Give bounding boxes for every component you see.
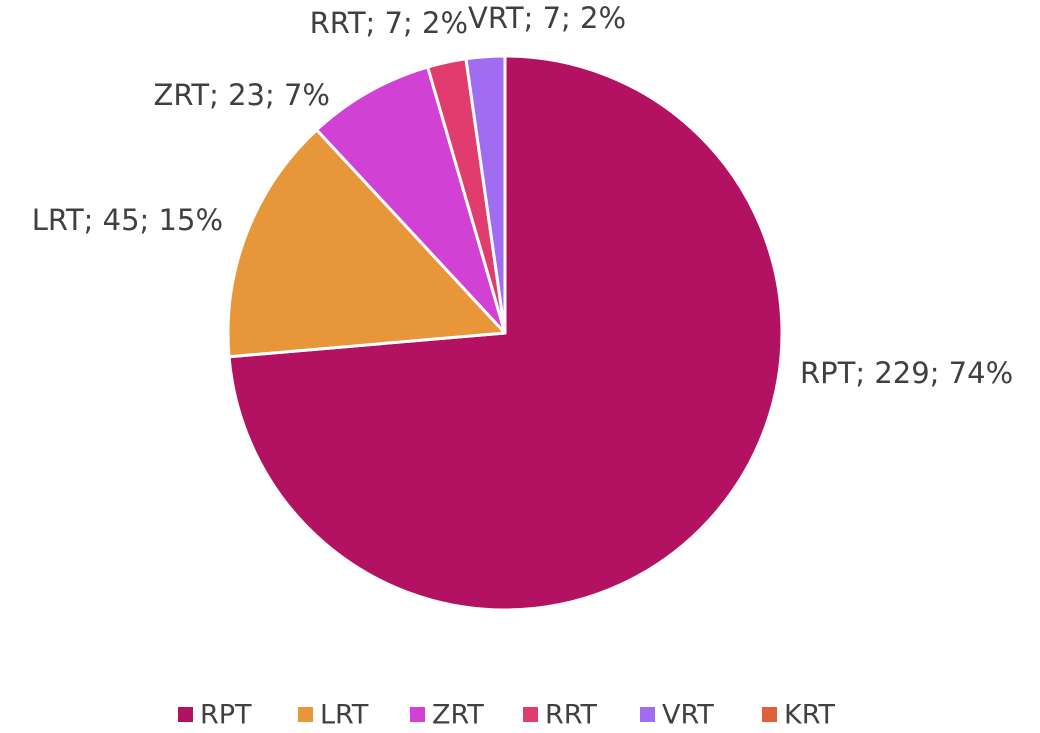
legend-swatch xyxy=(523,707,538,722)
data-label: ZRT; 23; 7% xyxy=(153,78,330,112)
legend-swatch xyxy=(178,707,193,722)
data-label: LRT; 45; 15% xyxy=(32,203,223,237)
data-label: VRT; 7; 2% xyxy=(468,1,626,35)
legend-swatch xyxy=(298,707,313,722)
pie-slice xyxy=(315,65,507,335)
pie-slice xyxy=(226,128,507,359)
legend-label: LRT xyxy=(320,700,369,730)
legend-swatch xyxy=(640,707,655,722)
data-label: RPT; 229; 74% xyxy=(800,356,1013,390)
legend-swatch xyxy=(762,707,777,722)
legend-swatch xyxy=(410,707,425,722)
legend-label: RRT xyxy=(545,700,598,730)
data-label: RRT; 7; 2% xyxy=(310,6,468,40)
legend-label: VRT xyxy=(662,700,714,730)
legend-label: KRT xyxy=(784,700,836,730)
legend-label: RPT xyxy=(200,700,252,730)
legend-label: ZRT xyxy=(432,700,484,730)
